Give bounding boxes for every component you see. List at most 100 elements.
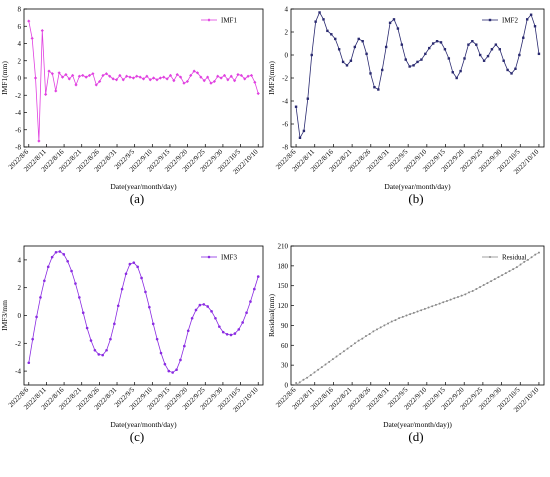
data-point xyxy=(318,11,321,14)
data-point xyxy=(192,69,196,73)
series-line-imf1 xyxy=(28,21,259,141)
data-point xyxy=(74,83,78,87)
y-tick-label: 120 xyxy=(278,302,289,310)
data-point xyxy=(144,290,147,294)
y-tick-label: -8 xyxy=(15,144,21,152)
data-point xyxy=(98,79,102,84)
data-point xyxy=(434,303,437,306)
data-point xyxy=(519,263,522,266)
data-point xyxy=(135,74,139,78)
data-point xyxy=(39,296,42,299)
data-point xyxy=(256,275,260,278)
panel-caption: (c) xyxy=(130,429,144,444)
y-tick-label: 0 xyxy=(285,382,289,390)
data-point xyxy=(148,78,152,82)
data-point xyxy=(512,268,515,271)
data-point xyxy=(94,83,98,87)
data-point xyxy=(91,72,95,76)
data-point xyxy=(533,25,537,28)
data-point xyxy=(339,352,342,355)
data-point xyxy=(317,368,320,371)
data-point xyxy=(526,258,529,261)
data-point xyxy=(225,332,229,336)
data-point xyxy=(349,59,353,62)
data-point xyxy=(128,262,132,266)
data-point xyxy=(74,282,77,285)
data-point xyxy=(93,348,97,352)
data-point xyxy=(185,79,189,84)
y-tick-label: -6 xyxy=(282,121,288,129)
data-point xyxy=(392,18,396,21)
x-axis-label: Date(year/month/day)) xyxy=(383,420,452,429)
x-axis-label: Date(year/month/day) xyxy=(110,182,177,191)
data-point xyxy=(136,265,139,269)
data-point xyxy=(209,81,213,85)
data-point xyxy=(353,342,356,345)
data-point xyxy=(253,80,257,84)
data-point xyxy=(447,57,451,60)
data-point xyxy=(298,136,302,139)
data-point xyxy=(518,53,521,57)
data-point xyxy=(365,52,368,56)
data-point xyxy=(408,65,411,68)
data-point xyxy=(460,294,463,297)
data-point xyxy=(424,52,427,56)
y-axis-label: IMF3/mm xyxy=(0,300,9,331)
data-point xyxy=(165,77,169,81)
data-point xyxy=(350,344,353,347)
data-point xyxy=(320,366,323,369)
data-point xyxy=(158,76,162,80)
data-point xyxy=(33,76,38,80)
data-point xyxy=(514,67,517,70)
data-point xyxy=(183,344,186,348)
data-point xyxy=(221,330,225,334)
data-point xyxy=(361,337,364,340)
data-point xyxy=(330,33,333,36)
data-point xyxy=(249,73,254,78)
legend-label: IMF2 xyxy=(502,17,518,25)
y-tick-label: 4 xyxy=(18,256,22,264)
data-point xyxy=(449,298,452,301)
data-point xyxy=(27,361,31,365)
data-point xyxy=(501,274,504,277)
data-point xyxy=(214,316,217,320)
series-line-imf2 xyxy=(295,11,540,140)
data-point xyxy=(167,369,171,373)
data-point xyxy=(534,253,537,256)
legend-label: Residual xyxy=(502,254,527,262)
data-point xyxy=(334,37,337,41)
y-tick-label: -8 xyxy=(282,144,288,152)
data-point xyxy=(398,317,401,320)
data-point xyxy=(412,311,415,314)
panel-caption: (d) xyxy=(408,429,423,444)
data-point xyxy=(331,358,334,361)
data-point xyxy=(428,46,431,50)
series-line-imf3 xyxy=(28,251,259,373)
data-point xyxy=(328,360,331,363)
legend-label: IMF1 xyxy=(221,17,237,25)
data-point xyxy=(58,250,62,253)
data-point xyxy=(210,310,213,313)
data-point xyxy=(529,13,533,16)
data-point xyxy=(50,255,54,259)
data-point xyxy=(490,280,493,283)
data-point xyxy=(475,43,478,46)
data-point xyxy=(482,284,485,287)
data-point xyxy=(50,72,54,76)
data-point xyxy=(206,305,209,308)
data-point xyxy=(101,73,105,78)
data-point xyxy=(57,71,61,75)
data-point xyxy=(475,288,478,291)
data-point xyxy=(81,73,85,78)
data-point xyxy=(490,48,494,51)
data-point xyxy=(116,304,120,308)
data-point xyxy=(482,59,486,62)
data-point xyxy=(46,265,50,269)
data-point xyxy=(189,73,193,78)
data-point xyxy=(445,299,448,302)
y-tick-label: 8 xyxy=(18,6,22,14)
y-tick-label: -4 xyxy=(15,109,21,117)
data-point xyxy=(141,77,146,81)
data-point xyxy=(353,45,357,49)
y-tick-label: 0 xyxy=(18,75,22,83)
